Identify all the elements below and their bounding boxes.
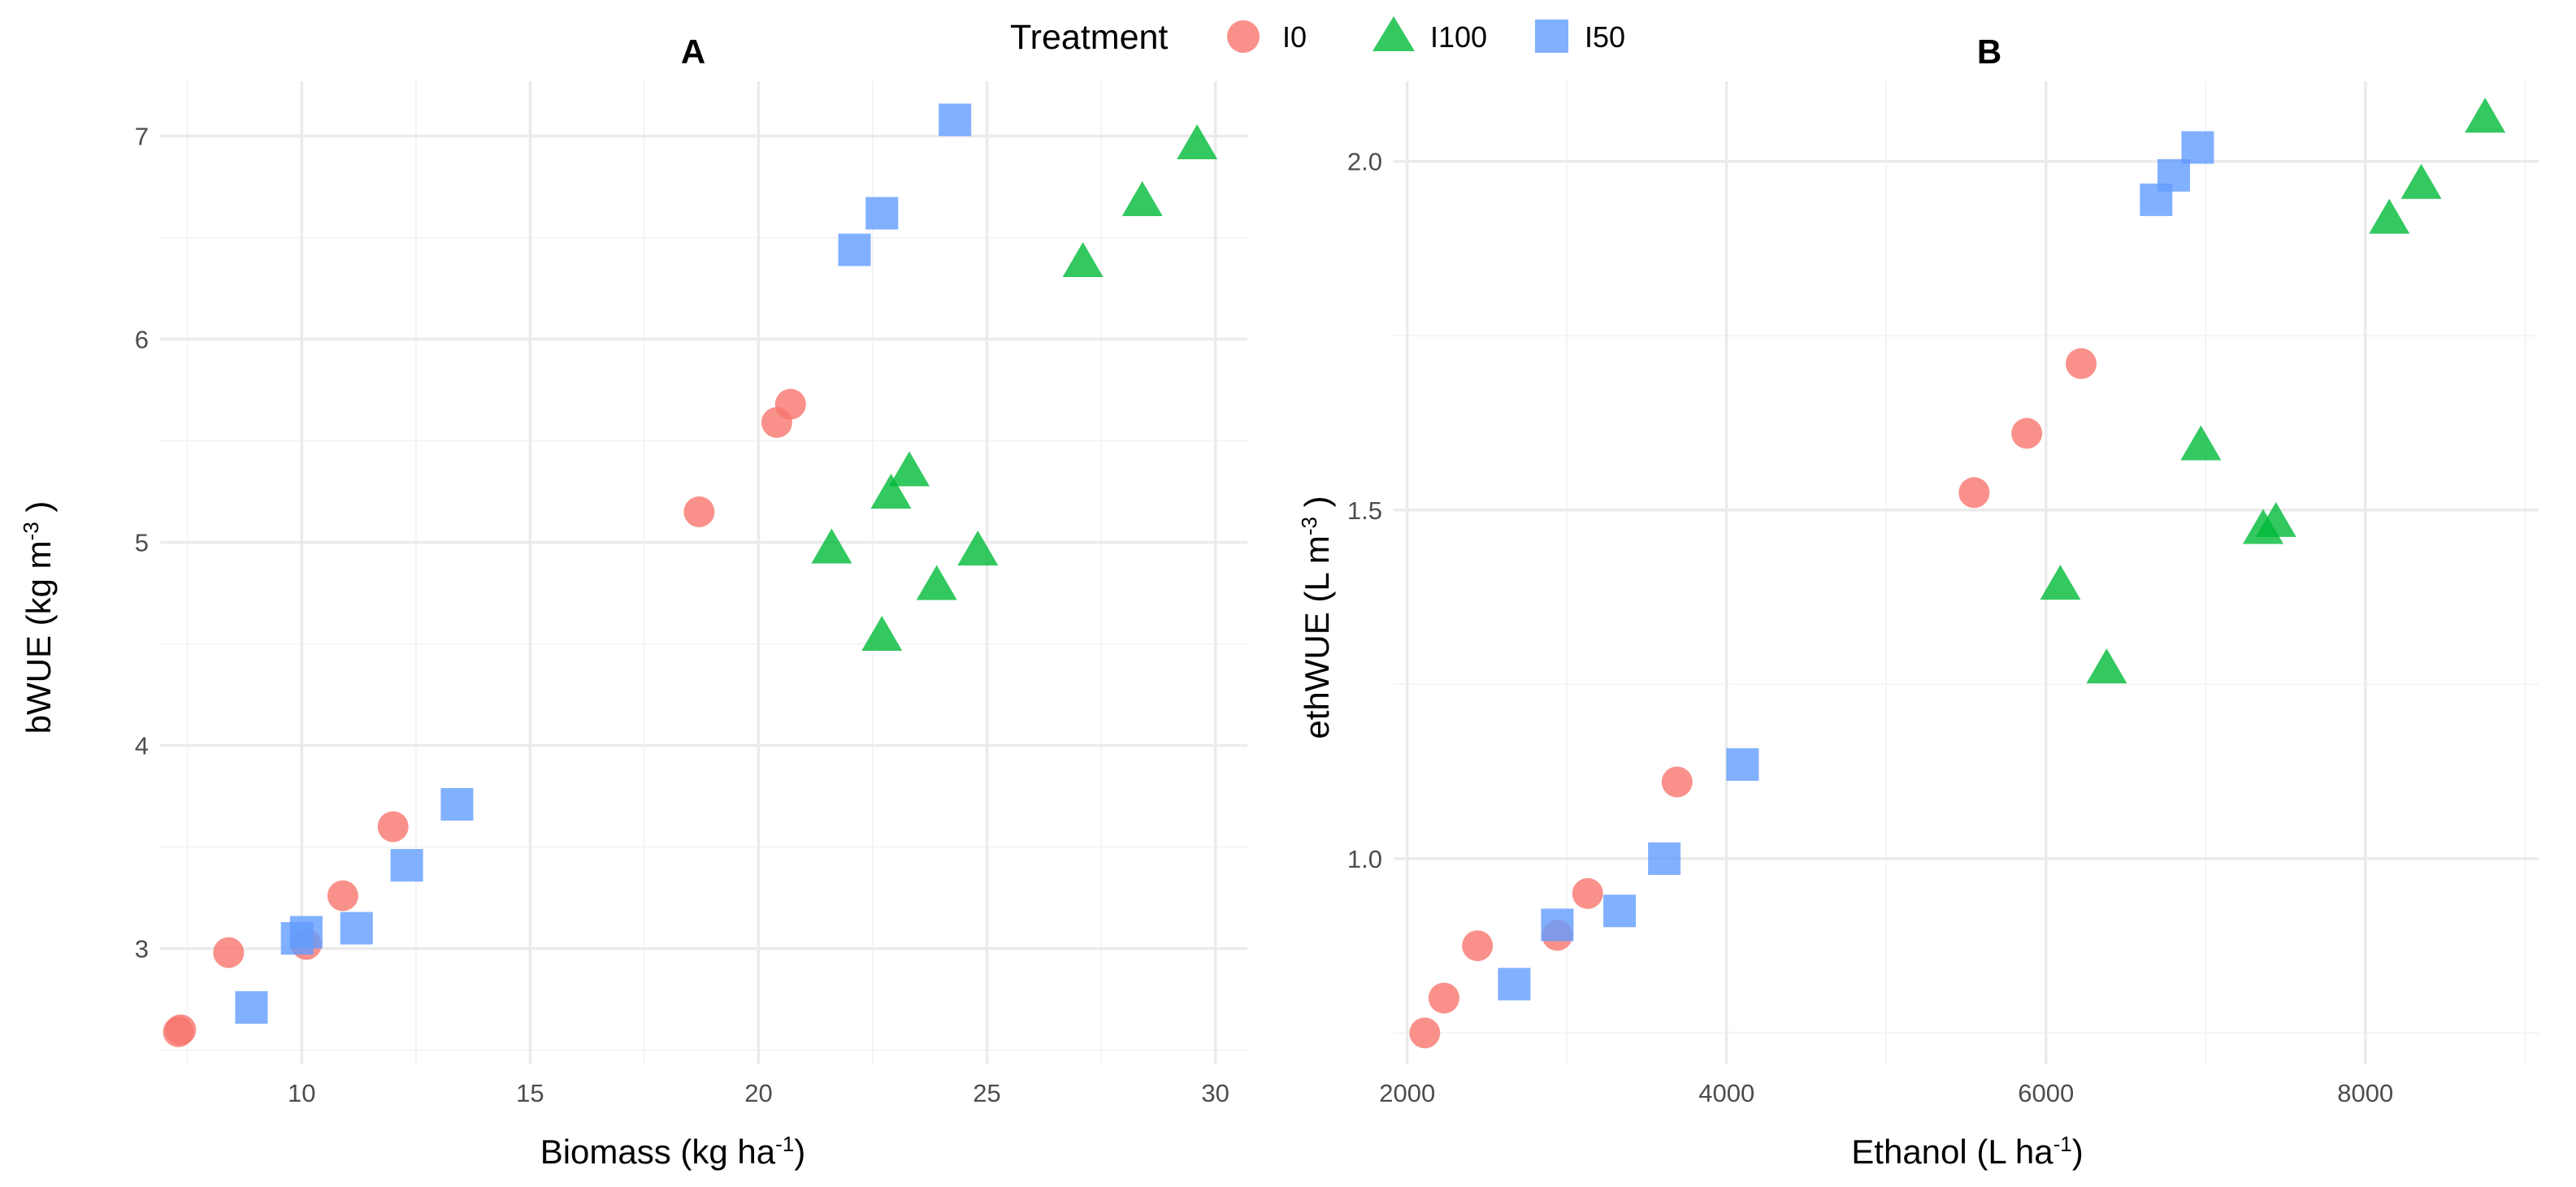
- panel-b-x-tick-label: 2000: [1379, 1079, 1435, 1107]
- panel-a-point-i0: [327, 880, 358, 912]
- panel-a-title: A: [681, 32, 705, 71]
- panel-a-x-axis-label: Biomass (kg ha-1): [540, 1132, 806, 1171]
- legend-item-i0: I0: [1227, 20, 1307, 54]
- panel-b-x-tick-label: 6000: [2018, 1079, 2074, 1107]
- panel-a: A 10 15 20 25 30 3 4 5 6 7 Biomass (kg ha-1) bWU…: [19, 32, 1247, 1171]
- panel-a-point-i0: [683, 496, 715, 527]
- panel-a-x-tick-label: 20: [744, 1079, 772, 1107]
- panel-b-point-i0: [1661, 766, 1693, 798]
- legend: Treatment I0 I100 I50: [1010, 16, 1625, 57]
- panel-b-x-axis-label: Ethanol (L ha-1): [1851, 1132, 2083, 1171]
- panel-a-point-i100: [1121, 181, 1163, 216]
- legend-item-i100: I100: [1373, 16, 1487, 54]
- panel-a-x-tick-label: 30: [1201, 1079, 1229, 1107]
- legend-key-i50-square-icon: [1535, 19, 1568, 53]
- panel-b-point-i0: [1409, 1017, 1441, 1049]
- panel-b-point-i100: [2180, 425, 2222, 461]
- panel-a-point-i50: [235, 991, 268, 1024]
- panel-a-x-tick-label: 10: [288, 1079, 315, 1107]
- panel-b-point-i100: [2086, 648, 2127, 684]
- panel-a-y-ticks: 3 4 5 6 7: [135, 123, 149, 964]
- panel-a-point-i0: [165, 1014, 197, 1046]
- panel-b-point-i100: [2400, 163, 2442, 199]
- legend-label-i100: I100: [1430, 20, 1487, 54]
- panel-b-y-axis-label: ethWUE (L m-3 ): [1297, 496, 1336, 739]
- panel-a-point-i100: [861, 616, 903, 651]
- panel-a-point-i100: [1177, 124, 1218, 159]
- panel-a-point-i100: [916, 565, 957, 600]
- panel-b-grid: [1394, 81, 2539, 1064]
- panel-a-point-i50: [838, 233, 871, 266]
- panel-a-point-i50: [440, 788, 474, 821]
- legend-item-i50: I50: [1535, 19, 1625, 54]
- panel-b-title: B: [1977, 32, 2001, 71]
- panel-b-point-i50: [2157, 158, 2190, 192]
- panel-b: B 2000 4000 6000 8000 1.0 1.5 2.0 Ethanol (L …: [1297, 32, 2539, 1171]
- panel-a-point-i50: [390, 849, 423, 882]
- panel-b-point-i50: [1541, 908, 1574, 942]
- panel-a-marks: [163, 103, 1218, 1047]
- panel-b-point-i100: [2040, 565, 2081, 600]
- panel-a-y-axis-label: bWUE (kg m-3 ): [19, 501, 58, 734]
- panel-a-point-i100: [811, 528, 852, 564]
- panel-b-point-i100: [2465, 97, 2506, 133]
- panel-a-y-tick-label: 7: [135, 123, 149, 151]
- panel-a-point-i100: [1062, 242, 1104, 277]
- panel-a-x-tick-label: 15: [516, 1079, 544, 1107]
- panel-b-y-tick-label: 2.0: [1347, 148, 1382, 176]
- legend-label-i0: I0: [1282, 20, 1307, 54]
- panel-b-point-i50: [1498, 968, 1531, 1001]
- panel-a-point-i50: [340, 912, 373, 945]
- panel-b-point-i0: [1958, 477, 1990, 509]
- panel-a-point-i50: [865, 197, 899, 230]
- panel-a-point-i100: [957, 531, 999, 565]
- panel-b-point-i0: [2065, 348, 2097, 379]
- panel-b-point-i0: [1428, 982, 1459, 1014]
- legend-label-i50: I50: [1585, 20, 1625, 54]
- panel-b-point-i0: [1572, 877, 1603, 909]
- panel-a-x-tick-label: 25: [973, 1079, 1000, 1107]
- panel-b-point-i0: [1462, 930, 1494, 962]
- panel-b-point-i50: [2181, 131, 2214, 164]
- panel-b-y-tick-label: 1.0: [1347, 845, 1382, 873]
- panel-b-point-i100: [2369, 198, 2410, 234]
- panel-a-y-tick-label: 4: [135, 732, 149, 760]
- panel-a-point-i0: [377, 811, 409, 843]
- panel-a-y-tick-label: 3: [135, 935, 149, 964]
- panel-a-point-i0: [213, 937, 245, 968]
- panel-a-y-tick-label: 5: [135, 529, 149, 557]
- panel-b-x-tick-label: 4000: [1698, 1079, 1754, 1107]
- panel-a-grid: [160, 81, 1247, 1064]
- panel-a-point-i50: [939, 103, 972, 136]
- panel-a-point-i0: [774, 388, 806, 420]
- panel-b-point-i50: [1648, 842, 1681, 875]
- panel-b-y-ticks: 1.0 1.5 2.0: [1347, 148, 1382, 873]
- panel-a-y-tick-label: 6: [135, 326, 149, 354]
- legend-key-i100-triangle-icon: [1373, 16, 1415, 51]
- legend-key-i0-circle-icon: [1227, 20, 1260, 53]
- panel-b-point-i50: [1603, 895, 1637, 928]
- panel-a-point-i50: [289, 916, 323, 949]
- panel-b-x-tick-label: 8000: [2337, 1079, 2393, 1107]
- panel-b-x-ticks: 2000 4000 6000 8000: [1379, 1079, 2393, 1107]
- panel-a-point-i100: [870, 474, 912, 509]
- panel-b-point-i50: [1726, 747, 1759, 781]
- panel-b-point-i0: [2011, 418, 2043, 449]
- panel-b-marks: [1409, 97, 2506, 1049]
- panel-a-point-i100: [888, 451, 930, 487]
- panel-b-y-tick-label: 1.5: [1347, 496, 1382, 525]
- legend-title: Treatment: [1010, 18, 1168, 57]
- panel-a-x-ticks: 10 15 20 25 30: [288, 1079, 1229, 1107]
- panel-b-point-i100: [2255, 501, 2296, 537]
